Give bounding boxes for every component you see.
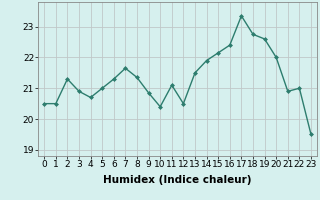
X-axis label: Humidex (Indice chaleur): Humidex (Indice chaleur) — [103, 175, 252, 185]
